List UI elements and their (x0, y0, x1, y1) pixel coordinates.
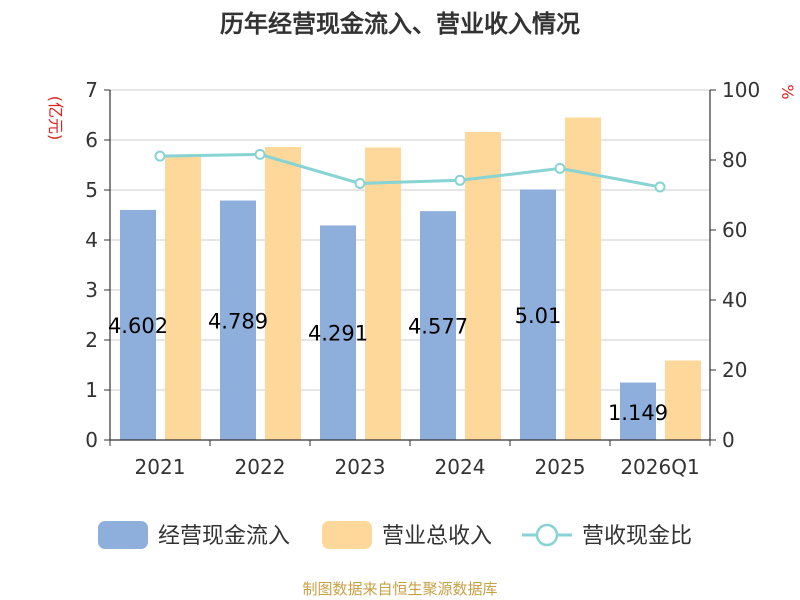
grid-lines (110, 89, 710, 391)
bar-revenue (365, 147, 401, 440)
bar-cash-inflow (520, 189, 556, 440)
ratio-point (554, 162, 566, 174)
x-tick-label: 2021 (135, 455, 186, 479)
data-label-cash-inflow: 4.577 (408, 315, 468, 339)
bar-revenue (465, 132, 501, 440)
left-tick-label: 0 (85, 428, 98, 452)
left-tick-label: 2 (85, 328, 98, 352)
data-labels: 4.602 4.789 4.291 4.577 5.01 1.149 (108, 304, 668, 425)
left-tick-label: 7 (85, 78, 98, 102)
bar-cash-inflow (320, 225, 356, 440)
bar-cash-inflow (420, 211, 456, 440)
source-note: 制图数据来自恒生聚源数据库 (302, 580, 497, 598)
bar-cash-inflow (120, 209, 156, 440)
legend-swatch-revenue (322, 521, 372, 549)
bar-revenue (265, 147, 301, 440)
x-tick-label: 2022 (235, 455, 286, 479)
right-tick-label: 80 (722, 148, 747, 172)
legend: 经营现金流入 营业总收入 营收现金比 (98, 521, 692, 549)
left-tick-label: 4 (85, 228, 98, 252)
legend-label-revenue: 营业总收入 (382, 524, 492, 549)
data-label-cash-inflow: 4.291 (308, 322, 368, 346)
data-label-cash-inflow: 4.602 (108, 314, 168, 338)
data-label-cash-inflow: 5.01 (515, 304, 562, 328)
ratio-point (454, 174, 466, 186)
x-tick-label: 2023 (335, 455, 386, 479)
bar-revenue (165, 156, 201, 440)
bar-revenue (565, 117, 601, 440)
right-tick-label: 20 (722, 358, 747, 382)
left-axis-unit: (亿元) (46, 96, 65, 141)
bar-cash-inflow (620, 382, 656, 440)
left-tick-label: 5 (85, 178, 98, 202)
right-tick-label: 40 (722, 288, 747, 312)
bars (120, 117, 701, 440)
legend-label-cash-inflow: 经营现金流入 (158, 524, 290, 549)
right-tick-label: 60 (722, 218, 747, 242)
x-tick-label: 2026Q1 (620, 455, 699, 479)
left-tick-label: 1 (85, 378, 98, 402)
bar-cash-inflow (220, 200, 256, 440)
right-tick-label: 0 (722, 428, 735, 452)
data-label-cash-inflow: 4.789 (208, 309, 268, 333)
ratio-line-path (159, 152, 661, 189)
x-tick-label: 2025 (535, 455, 586, 479)
ratio-point (154, 150, 166, 162)
chart-title: 历年经营现金流入、营业收入情况 (220, 10, 580, 38)
bar-revenue (665, 360, 701, 440)
ratio-point (654, 181, 666, 193)
legend-swatch-ratio-marker (535, 523, 559, 547)
ratio-point (254, 148, 266, 160)
left-tick-label: 3 (85, 278, 98, 302)
right-tick-label: 100 (722, 78, 760, 102)
legend-label-ratio: 营收现金比 (582, 524, 692, 549)
right-axis-unit: % (778, 84, 797, 99)
data-label-cash-inflow: 1.149 (608, 401, 668, 425)
ratio-line (154, 148, 666, 193)
x-tick-label: 2024 (435, 455, 486, 479)
x-tick-end (710, 440, 716, 446)
ratio-point (354, 177, 366, 189)
axes: 0 1 2 3 4 5 6 7 0 20 40 60 80 100 2021 2022 2023 2024 2025… (85, 78, 760, 479)
left-tick-label: 6 (85, 128, 98, 152)
legend-swatch-cash-inflow (98, 521, 148, 549)
